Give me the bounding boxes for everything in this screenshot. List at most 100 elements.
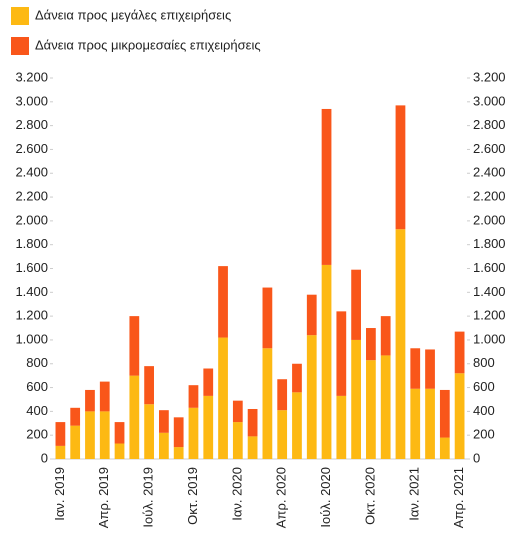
y2-tick-label: 0 (473, 450, 480, 465)
y-tick-label: 2.200 (15, 189, 48, 204)
bar-segment (173, 417, 184, 448)
y-tick-label: 1.600 (15, 260, 48, 275)
bar-segment (188, 407, 199, 459)
y-tick-label: 2.400 (15, 165, 48, 180)
y2-tick-label: 1.200 (473, 308, 506, 323)
bar-segment (70, 407, 81, 426)
bar-segment (203, 368, 214, 396)
bar-segment (70, 425, 81, 459)
x-tick-label: Απρ. 2020 (274, 467, 289, 528)
bar-segment (410, 348, 421, 389)
bar-segment (55, 445, 66, 459)
y-tick-label: 1.000 (15, 331, 48, 346)
bar-segment (395, 105, 406, 230)
bar-segment (439, 437, 450, 459)
y2-tick-label: 2.600 (473, 141, 506, 156)
y-tick-label: 2.000 (15, 212, 48, 227)
bar-segment (351, 339, 361, 459)
x-tick-label: Ιαν. 2019 (52, 467, 67, 521)
legend-label: Δάνεια προς μεγάλες επιχειρήσεις (35, 7, 231, 22)
bar-segment (129, 375, 140, 459)
bar-segment (454, 373, 465, 459)
y-tick-label: 600 (26, 379, 48, 394)
y2-tick-label: 3.000 (473, 93, 506, 108)
bar-segment (366, 360, 376, 459)
y2-tick-label: 3.200 (473, 69, 506, 84)
bar-segment (159, 432, 169, 459)
bar-segment (129, 316, 140, 376)
x-tick-label: Ιαν. 2020 (229, 467, 244, 521)
bar-segment (366, 328, 376, 361)
x-tick-label: Απρ. 2021 (451, 467, 466, 528)
bar-segment (247, 408, 258, 437)
bar-segment (114, 443, 125, 459)
y-tick-label: 0 (41, 450, 48, 465)
bar-segment (188, 385, 199, 408)
bar-segment (247, 436, 258, 459)
legend-swatch (11, 7, 29, 25)
bar-segment (454, 331, 465, 374)
bar-segment (439, 389, 450, 438)
bar-segment (85, 389, 95, 412)
bar-segment (380, 316, 391, 356)
y-tick-label: 800 (26, 355, 48, 370)
bar-segment (99, 411, 110, 459)
y-tick-label: 200 (26, 427, 48, 442)
bar-segment (292, 363, 302, 393)
bar-segment (262, 287, 273, 349)
bar-segment (203, 395, 214, 459)
y-tick-label: 2.600 (15, 141, 48, 156)
bar-segment (277, 379, 288, 411)
bar-segment (321, 108, 332, 265)
x-tick-label: Ιούλ. 2020 (318, 467, 333, 528)
bar-segment (277, 410, 288, 459)
bar-segment (114, 422, 125, 444)
bar-segment (425, 349, 435, 389)
bar-segment (144, 366, 154, 405)
y2-tick-label: 2.000 (473, 212, 506, 227)
y-tick-label: 3.200 (15, 69, 48, 84)
y-tick-label: 400 (26, 403, 48, 418)
y-tick-label: 1.800 (15, 236, 48, 251)
bar-segment (321, 264, 332, 459)
y2-tick-label: 2.800 (473, 117, 506, 132)
bar-segment (262, 348, 273, 459)
x-tick-label: Απρ. 2019 (96, 467, 111, 528)
bar-segment (410, 388, 421, 459)
bar-segment (351, 269, 361, 340)
bar-segment (425, 388, 435, 459)
bar-segment (232, 400, 243, 423)
y-tick-label: 3.000 (15, 93, 48, 108)
bar-segment (99, 381, 110, 412)
y-tick-label: 1.200 (15, 308, 48, 323)
y2-tick-label: 1.800 (473, 236, 506, 251)
bar-segment (395, 229, 406, 459)
y2-tick-label: 600 (473, 379, 495, 394)
x-tick-label: Οκτ. 2019 (185, 467, 200, 525)
x-tick-label: Ιούλ. 2019 (141, 467, 156, 528)
bar-segment (144, 404, 154, 459)
y2-tick-label: 1.400 (473, 284, 506, 299)
y2-tick-label: 2.200 (473, 189, 506, 204)
y2-tick-label: 1.600 (473, 260, 506, 275)
bar-segment (173, 447, 184, 459)
y2-tick-label: 400 (473, 403, 495, 418)
bar-segment (218, 266, 228, 338)
y-tick-label: 2.800 (15, 117, 48, 132)
legend-swatch (11, 37, 29, 55)
legend-label: Δάνεια προς μικρομεσαίες επιχειρήσεις (35, 37, 261, 52)
bar-segment (336, 395, 347, 459)
bar-segment (55, 422, 66, 446)
x-tick-label: Ιαν. 2021 (407, 467, 422, 521)
y-tick-label: 1.400 (15, 284, 48, 299)
bar-segment (306, 294, 317, 336)
bar-segment (232, 422, 243, 459)
y2-tick-label: 800 (473, 355, 495, 370)
bar-segment (218, 337, 228, 459)
y2-tick-label: 2.400 (473, 165, 506, 180)
bar-segment (159, 410, 169, 433)
y2-tick-label: 200 (473, 427, 495, 442)
bar-segment (85, 411, 95, 459)
bar-segment (306, 335, 317, 459)
